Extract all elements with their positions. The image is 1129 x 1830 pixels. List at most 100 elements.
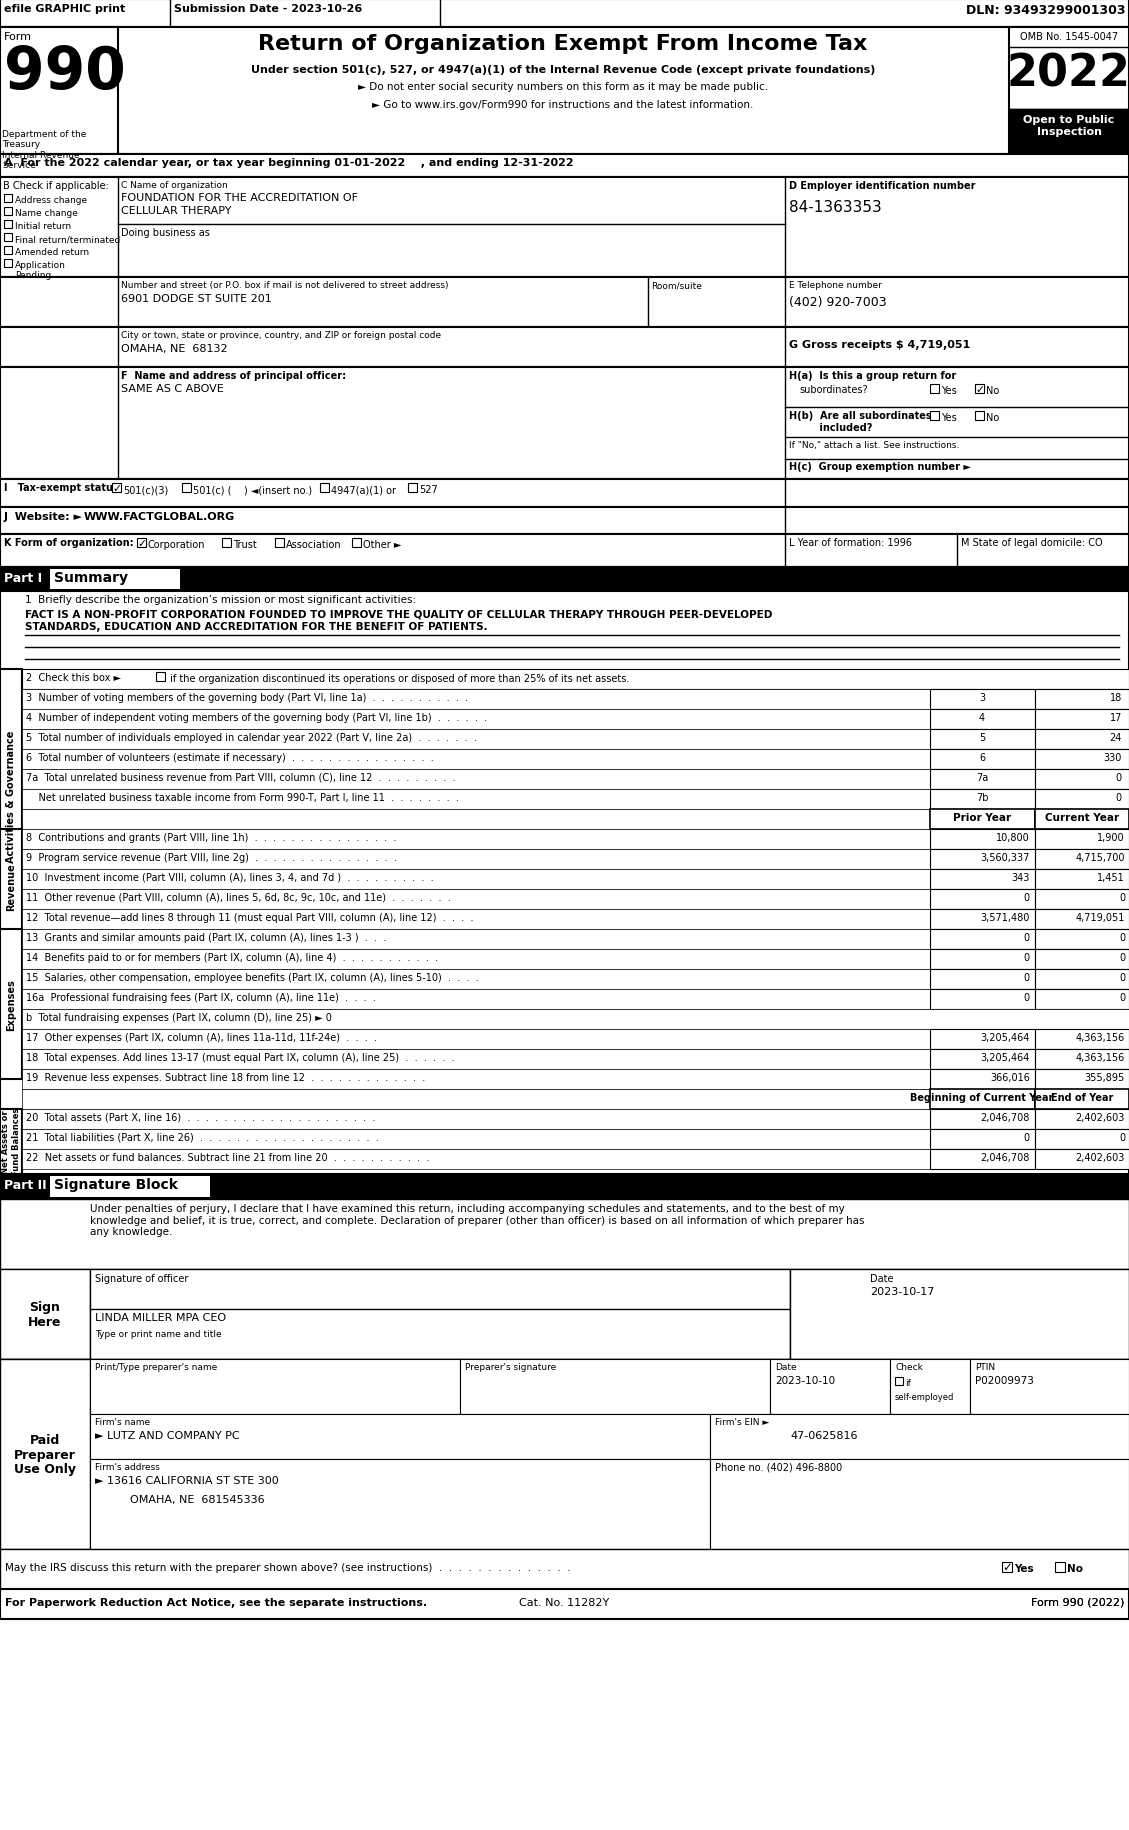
Bar	[0, 1199, 1129, 1270]
Bar	[0, 930, 21, 1080]
Text: 17: 17	[1110, 712, 1122, 723]
Text: Preparer's signature: Preparer's signature	[465, 1362, 557, 1371]
Bar	[21, 1030, 930, 1049]
Text: 2,046,708: 2,046,708	[981, 1153, 1030, 1162]
Text: Phone no. (402) 496-8800: Phone no. (402) 496-8800	[715, 1462, 842, 1471]
Bar	[21, 829, 930, 849]
Text: 6: 6	[979, 752, 986, 763]
Bar	[50, 1177, 210, 1197]
Bar	[930, 1109, 1035, 1129]
Text: 2  Check this box ►: 2 Check this box ►	[26, 673, 121, 683]
Text: 2023-10-10: 2023-10-10	[774, 1376, 835, 1385]
Text: (402) 920-7003: (402) 920-7003	[789, 296, 886, 309]
Text: 4,363,156: 4,363,156	[1076, 1052, 1124, 1063]
Text: efile GRAPHIC print: efile GRAPHIC print	[5, 4, 125, 15]
Text: 19  Revenue less expenses. Subtract line 18 from line 12  .  .  .  .  .  .  .  .: 19 Revenue less expenses. Subtract line …	[26, 1072, 426, 1082]
Bar	[930, 869, 1035, 889]
Text: WWW.FACTGLOBAL.ORG: WWW.FACTGLOBAL.ORG	[84, 512, 235, 522]
Text: 0: 0	[1024, 952, 1030, 963]
Text: Current Year: Current Year	[1045, 813, 1119, 822]
Text: Form 990 (2022): Form 990 (2022)	[1031, 1598, 1124, 1607]
Bar	[21, 750, 930, 770]
Text: Submission Date - 2023-10-26: Submission Date - 2023-10-26	[174, 4, 362, 15]
Bar	[0, 1270, 90, 1360]
Bar	[1035, 1049, 1129, 1069]
Text: Firm's name: Firm's name	[95, 1416, 150, 1426]
Bar	[21, 1129, 930, 1149]
Bar	[90, 1360, 460, 1415]
Bar	[112, 483, 121, 492]
Text: Under section 501(c), 527, or 4947(a)(1) of the Internal Revenue Code (except pr: Under section 501(c), 527, or 4947(a)(1)…	[251, 64, 875, 75]
Text: Prior Year: Prior Year	[953, 813, 1012, 822]
Text: 20  Total assets (Part X, line 16)  .  .  .  .  .  .  .  .  .  .  .  .  .  .  . : 20 Total assets (Part X, line 16) . . . …	[26, 1113, 375, 1122]
Bar	[21, 730, 930, 750]
Text: Form: Form	[5, 31, 32, 42]
Text: Expenses: Expenses	[6, 979, 16, 1030]
Text: 0: 0	[1024, 933, 1030, 942]
Text: 3: 3	[979, 692, 986, 703]
Bar	[0, 156, 1129, 178]
Bar	[0, 567, 1129, 591]
Bar	[930, 849, 1035, 869]
Text: Print/Type preparer's name: Print/Type preparer's name	[95, 1362, 217, 1371]
Bar	[0, 670, 21, 924]
Text: Trust: Trust	[233, 540, 256, 549]
Bar	[1035, 770, 1129, 789]
Bar	[1035, 710, 1129, 730]
Bar	[0, 479, 1129, 507]
Text: 2022: 2022	[1007, 51, 1129, 95]
Text: Final return/terminated: Final return/terminated	[15, 234, 121, 243]
Bar	[930, 770, 1035, 789]
Text: 10  Investment income (Part VIII, column (A), lines 3, 4, and 7d )  .  .  .  .  : 10 Investment income (Part VIII, column …	[26, 873, 434, 882]
Text: DLN: 93493299001303: DLN: 93493299001303	[965, 4, 1124, 16]
Bar	[0, 1175, 1129, 1199]
Bar	[890, 1360, 970, 1415]
Bar	[21, 1149, 930, 1169]
Text: 47-0625816: 47-0625816	[790, 1431, 858, 1440]
Text: Yes: Yes	[1014, 1563, 1034, 1574]
Text: 22  Net assets or fund balances. Subtract line 21 from line 20  .  .  .  .  .  .: 22 Net assets or fund balances. Subtract…	[26, 1153, 429, 1162]
Bar	[790, 1270, 1129, 1360]
Text: Check: Check	[895, 1362, 922, 1371]
Text: 9  Program service revenue (Part VIII, line 2g)  .  .  .  .  .  .  .  .  .  .  .: 9 Program service revenue (Part VIII, li…	[26, 853, 397, 862]
Bar	[1009, 27, 1129, 156]
Text: 16a  Professional fundraising fees (Part IX, column (A), line 11e)  .  .  .  .: 16a Professional fundraising fees (Part …	[26, 992, 376, 1003]
Text: 355,895: 355,895	[1085, 1072, 1124, 1082]
Text: Department of the
Treasury
Internal Revenue
Service: Department of the Treasury Internal Reve…	[2, 130, 87, 170]
Bar	[0, 534, 1129, 567]
Text: 0: 0	[1119, 893, 1124, 902]
Text: Open to Public
Inspection: Open to Public Inspection	[1023, 115, 1114, 137]
Bar	[21, 1049, 930, 1069]
Bar	[970, 1360, 1129, 1415]
Bar	[1035, 1030, 1129, 1049]
Text: 343: 343	[1012, 873, 1030, 882]
Text: 501(c) (    ) ◄(insert no.): 501(c) ( ) ◄(insert no.)	[193, 485, 312, 494]
Bar	[0, 328, 1129, 368]
Bar	[930, 730, 1035, 750]
Text: Return of Organization Exempt From Income Tax: Return of Organization Exempt From Incom…	[259, 35, 868, 53]
Text: Type or print name and title: Type or print name and title	[95, 1329, 221, 1338]
Text: Yes: Yes	[940, 414, 956, 423]
Text: Application
Pending: Application Pending	[15, 262, 65, 280]
Text: 527: 527	[419, 485, 438, 494]
Text: 17  Other expenses (Part IX, column (A), lines 11a-11d, 11f-24e)  .  .  .  .: 17 Other expenses (Part IX, column (A), …	[26, 1032, 377, 1043]
Text: 18  Total expenses. Add lines 13-17 (must equal Part IX, column (A), line 25)  .: 18 Total expenses. Add lines 13-17 (must…	[26, 1052, 455, 1063]
Bar	[90, 1270, 790, 1360]
Bar	[930, 789, 1035, 809]
Text: 3,205,464: 3,205,464	[981, 1032, 1030, 1043]
Text: City or town, state or province, country, and ZIP or foreign postal code: City or town, state or province, country…	[121, 331, 441, 340]
Bar	[5, 260, 12, 267]
Text: 0: 0	[1024, 992, 1030, 1003]
Text: C Name of organization: C Name of organization	[121, 181, 228, 190]
Bar	[930, 970, 1035, 990]
Bar	[930, 710, 1035, 730]
Bar	[1035, 690, 1129, 710]
Text: 11  Other revenue (Part VIII, column (A), lines 5, 6d, 8c, 9c, 10c, and 11e)  . : 11 Other revenue (Part VIII, column (A),…	[26, 893, 450, 902]
Text: For Paperwork Reduction Act Notice, see the separate instructions.: For Paperwork Reduction Act Notice, see …	[5, 1598, 427, 1607]
Bar	[21, 710, 930, 730]
Bar	[1035, 970, 1129, 990]
Bar	[1035, 869, 1129, 889]
Text: No: No	[986, 386, 999, 395]
Text: if the organization discontinued its operations or disposed of more than 25% of : if the organization discontinued its ope…	[167, 673, 629, 684]
Text: 3  Number of voting members of the governing body (Part VI, line 1a)  .  .  .  .: 3 Number of voting members of the govern…	[26, 692, 469, 703]
